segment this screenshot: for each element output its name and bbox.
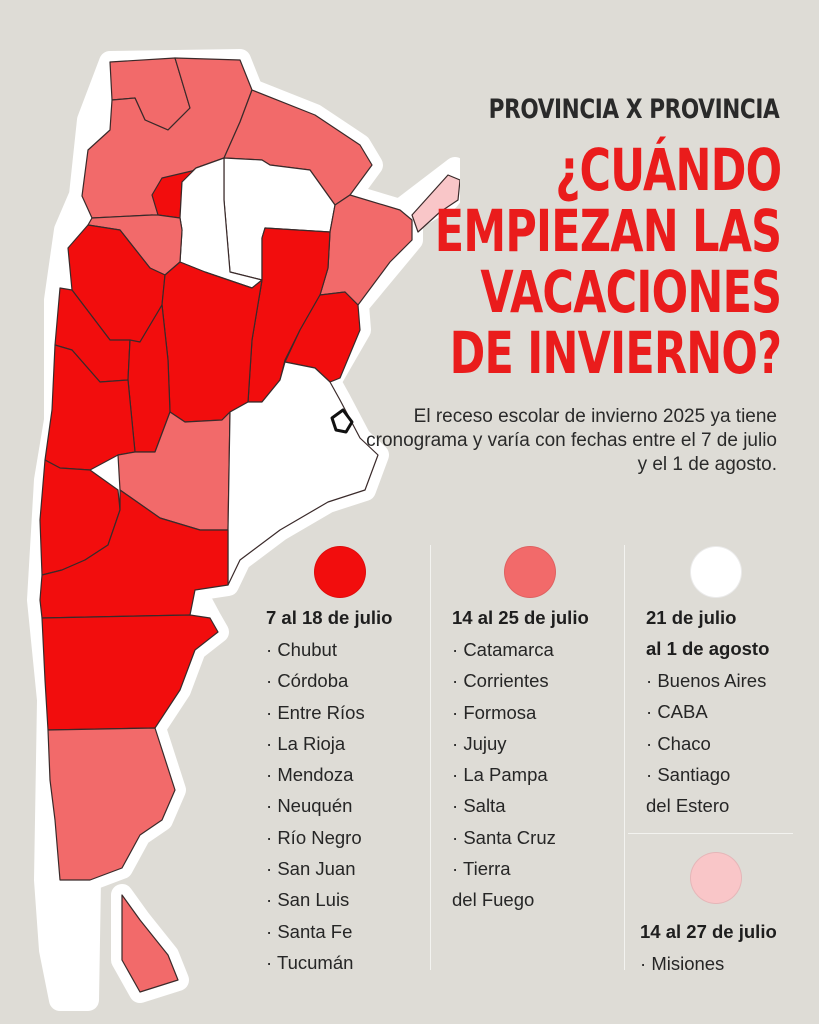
- legend-range-group-2: 14 al 25 de julio: [452, 607, 589, 628]
- map-chubut: [41, 614, 219, 731]
- legend-divider-1: [430, 545, 431, 970]
- legend-list-group-3: Buenos Aires CABA Chaco Santiago del Est…: [646, 665, 766, 821]
- list-item: Misiones: [640, 948, 724, 979]
- legend-range-group-3-line-2: al 1 de agosto: [646, 638, 770, 659]
- map-caba: [330, 408, 354, 434]
- legend-range-group-4: 14 al 27 de julio: [640, 921, 777, 942]
- list-item: Santa Fe: [266, 916, 365, 947]
- headline: ¿CUÁNDO EMPIEZAN LAS VACACIONES DE INVIE…: [434, 140, 781, 384]
- list-item: Río Negro: [266, 822, 365, 853]
- map-cordoba: [161, 261, 263, 423]
- map-santa-cruz: [47, 727, 176, 881]
- list-item: Tucumán: [266, 947, 365, 978]
- legend-list-group-2: Catamarca Corrientes Formosa Jujuy La Pa…: [452, 634, 556, 916]
- headline-line-2: EMPIEZAN LAS: [434, 197, 781, 265]
- legend-range-group-1: 7 al 18 de julio: [266, 607, 393, 628]
- list-item: La Pampa: [452, 759, 556, 790]
- map-entre-rios: [284, 291, 361, 383]
- subtitle: El receso escolar de invierno 2025 ya ti…: [366, 406, 777, 475]
- headline-line-3: VACACIONES: [480, 258, 782, 326]
- list-item: Entre Ríos: [266, 697, 364, 728]
- list-item: San Juan: [266, 853, 365, 884]
- legend-dot-group-3: [690, 546, 742, 598]
- list-item: Mendoza: [266, 759, 365, 790]
- list-item: del Estero: [646, 795, 730, 817]
- list-item: Santa Cruz: [452, 822, 556, 853]
- kicker-title: PROVINCIA X PROVINCIA: [488, 94, 779, 125]
- list-item: Catamarca: [452, 634, 556, 665]
- list-item: CABA: [646, 696, 766, 727]
- list-item: Salta: [452, 790, 556, 821]
- list-item: Buenos Aires: [646, 665, 766, 696]
- list-item: Chubut: [266, 634, 365, 665]
- legend-divider-horizontal: [628, 833, 793, 834]
- list-item: San Luis: [266, 884, 365, 915]
- headline-line-1: ¿CUÁNDO: [554, 136, 782, 204]
- legend-list-group-4: Misiones: [640, 948, 724, 979]
- list-item: Tierra: [452, 853, 556, 884]
- legend-divider-2: [624, 545, 625, 970]
- legend-list-group-1: Chubut Córdoba Entre Ríos La Rioja Mendo…: [266, 634, 365, 978]
- list-item: Jujuy: [452, 728, 556, 759]
- legend-range-group-3-line-1: 21 de julio: [646, 607, 737, 628]
- headline-line-4: DE INVIERNO?: [449, 319, 782, 387]
- legend-dot-group-2: [504, 546, 556, 598]
- list-item: Santiago: [646, 759, 766, 790]
- list-item: Córdoba: [266, 665, 365, 696]
- list-item: Formosa: [452, 697, 556, 728]
- map-corrientes: [319, 194, 413, 306]
- list-item: Neuquén: [266, 790, 365, 821]
- argentina-map: [27, 49, 460, 1011]
- list-item: del Fuego: [452, 889, 535, 911]
- map-misiones: [411, 174, 460, 233]
- list-item: Corrientes: [452, 665, 556, 696]
- legend-dot-group-4: [690, 852, 742, 904]
- list-item: La Rioja: [266, 728, 365, 759]
- legend-dot-group-1: [314, 546, 366, 598]
- list-item: Chaco: [646, 728, 766, 759]
- map-tierra-del-fuego: [121, 894, 179, 993]
